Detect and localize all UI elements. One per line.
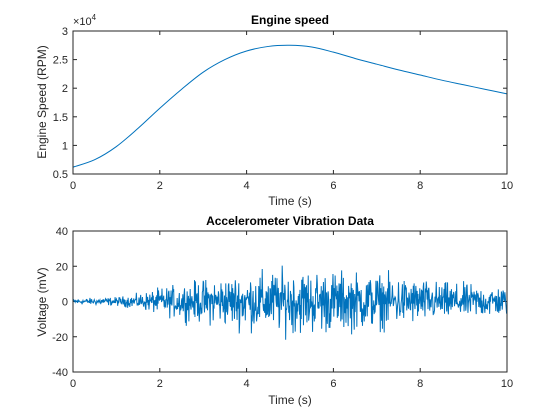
engine-speed-line	[72, 44, 508, 168]
engine-speed-x-ticks: 0 2 4 6 8 10	[70, 31, 513, 192]
vibration-y-tick-label: 20	[56, 261, 68, 273]
engine-speed-x-axis-label: Time (s)	[268, 194, 312, 208]
vibration-y-axis-label: Voltage (mV)	[35, 267, 49, 336]
vibration-x-tick-label: 4	[244, 378, 250, 390]
vibration-x-tick-label: 6	[330, 378, 336, 390]
engine-speed-plot: Engine speed 0 2 4 6 8 10 0.511.522.53 ×104 T…	[35, 13, 513, 208]
engine-speed-x-tick-label: 2	[157, 180, 163, 192]
vibration-x-axis-label: Time (s)	[268, 393, 312, 407]
engine-speed-x-tick-label: 10	[501, 180, 513, 192]
vibration-title: Accelerometer Vibration Data	[206, 214, 374, 228]
engine-speed-x-tick-label: 6	[330, 180, 336, 192]
vibration-line	[72, 265, 508, 340]
engine-speed-y-tick-label: 1	[62, 140, 68, 152]
engine-speed-y-axis-label: Engine Speed (RPM)	[35, 45, 49, 158]
vibration-x-tick-label: 10	[501, 378, 513, 390]
engine-speed-y-tick-label: 0.5	[53, 169, 68, 181]
engine-speed-x-tick-label: 4	[244, 180, 250, 192]
vibration-x-ticks: 0 2 4 6 8 10	[70, 231, 513, 390]
engine-speed-y-tick-label: 2.5	[53, 55, 68, 67]
engine-speed-y-exponent: ×104	[73, 13, 97, 28]
engine-speed-y-tick-label: 3	[62, 26, 68, 38]
vibration-series	[72, 265, 508, 340]
vibration-x-tick-label: 0	[70, 378, 76, 390]
engine-speed-x-tick-label: 0	[70, 180, 76, 192]
engine-speed-y-tick-label: 2	[62, 83, 68, 95]
engine-speed-y-exponent-base: ×10	[73, 16, 92, 28]
engine-speed-axes-box	[72, 30, 508, 175]
vibration-x-tick-label: 8	[417, 378, 423, 390]
engine-speed-y-tick-label: 1.5	[53, 112, 68, 124]
vibration-y-tick-label: -20	[52, 332, 68, 344]
vibration-axes-box	[72, 230, 508, 373]
engine-speed-x-tick-label: 8	[417, 180, 423, 192]
vibration-x-tick-label: 2	[157, 378, 163, 390]
vibration-plot: Accelerometer Vibration Data 0 2 4 6 8 10 -40…	[35, 214, 513, 407]
vibration-y-tick-label: -40	[52, 367, 68, 379]
engine-speed-y-exponent-power: 4	[92, 13, 97, 22]
vibration-y-tick-label: 40	[56, 226, 68, 238]
engine-speed-plot-area	[73, 31, 507, 174]
vibration-y-tick-label: 0	[62, 297, 68, 309]
engine-speed-series	[72, 44, 508, 168]
engine-speed-title: Engine speed	[251, 13, 329, 27]
